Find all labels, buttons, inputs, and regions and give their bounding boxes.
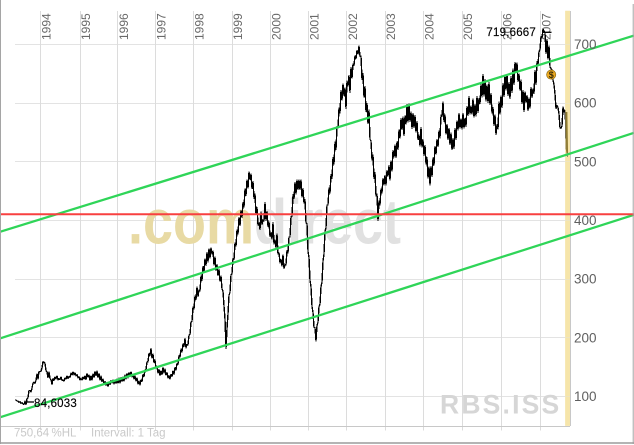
svg-text:2003: 2003 <box>384 13 398 40</box>
svg-text:1995: 1995 <box>79 13 93 40</box>
svg-text:1999: 1999 <box>231 13 245 40</box>
svg-text:1998: 1998 <box>193 13 207 40</box>
svg-text:2005: 2005 <box>461 13 475 40</box>
svg-text:719,6667: 719,6667 <box>486 27 536 39</box>
svg-text:$: $ <box>549 70 554 80</box>
svg-text:1994: 1994 <box>40 13 54 40</box>
svg-text:700: 700 <box>574 37 597 52</box>
svg-text:1997: 1997 <box>155 13 169 40</box>
svg-text:Intervall: 1 Tag: Intervall: 1 Tag <box>91 428 166 440</box>
svg-text:2001: 2001 <box>308 13 322 40</box>
svg-text:750,64 %HL: 750,64 %HL <box>14 428 77 440</box>
svg-text:2007: 2007 <box>539 13 553 40</box>
svg-text:2006: 2006 <box>500 13 514 40</box>
svg-text:300: 300 <box>574 272 597 287</box>
svg-text:200: 200 <box>574 330 597 345</box>
svg-text:1996: 1996 <box>117 13 131 40</box>
svg-text:RBS.ISS: RBS.ISS <box>440 390 561 420</box>
svg-text:2002: 2002 <box>346 13 360 40</box>
svg-text:400: 400 <box>574 213 597 228</box>
svg-text:600: 600 <box>574 96 597 111</box>
svg-text:84,6033: 84,6033 <box>34 398 77 410</box>
svg-text:2004: 2004 <box>422 13 436 40</box>
svg-text:2000: 2000 <box>270 13 284 40</box>
svg-text:500: 500 <box>574 154 597 169</box>
svg-text:100: 100 <box>574 389 597 404</box>
